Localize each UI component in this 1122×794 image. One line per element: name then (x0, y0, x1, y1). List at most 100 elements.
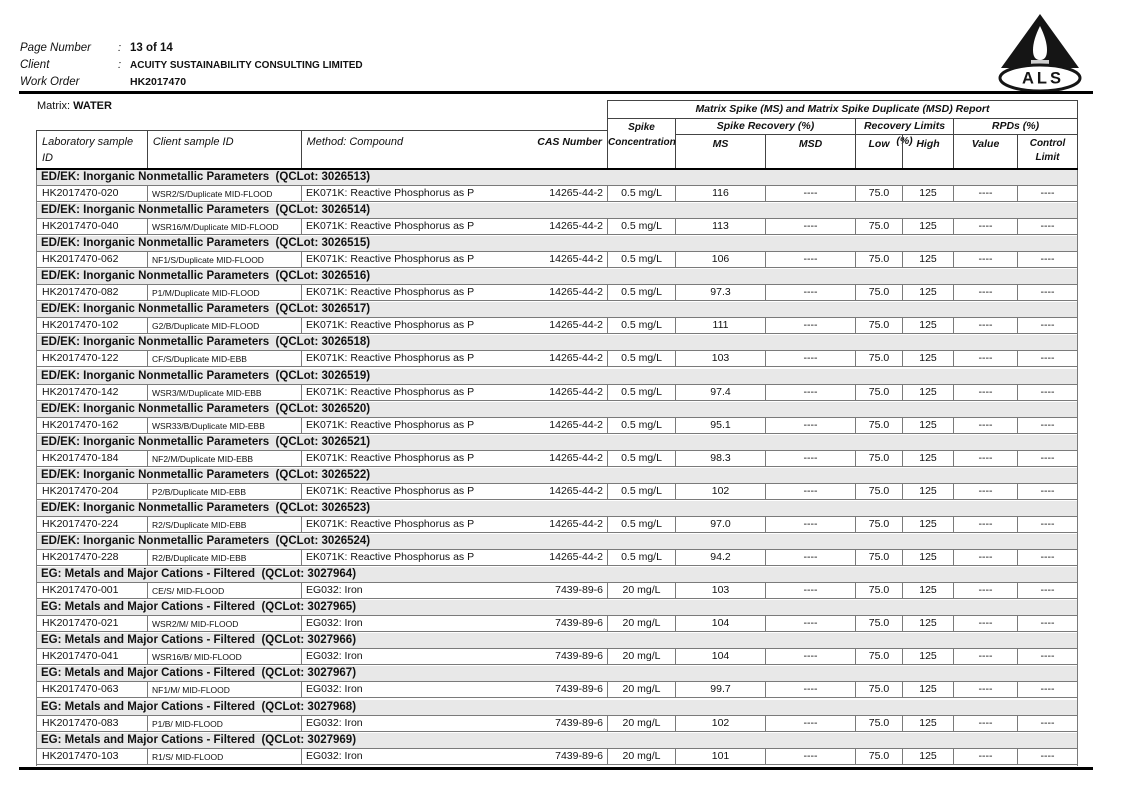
recovery-limit-high-cell: 125 (903, 318, 954, 334)
laboratory-sample-id-cell: HK2017470-228 (37, 550, 148, 566)
rpd-value-cell: ---- (954, 748, 1018, 764)
rpd-control-limit-cell: ---- (1040, 385, 1055, 398)
table-row: HK2017470-224 R2/S/Duplicate MID-EBB EK071… (37, 515, 1077, 533)
recovery-limit-high-cell: 125 (903, 483, 954, 499)
qc-group: ED/EK: Inorganic Nonmetallic Parameters … (37, 500, 1077, 534)
method-compound-header-text: Method: Compound (306, 136, 404, 148)
logo-flame-icon (1033, 26, 1047, 60)
rpd-value-cell: ---- (954, 450, 1018, 466)
recovery-limit-low-cell: 75.0 (856, 318, 903, 334)
ms-recovery-cell: 101 (676, 748, 766, 764)
recovery-limit-high-cell: 125 (903, 219, 954, 235)
cas-number-text: 7439-89-6 (555, 683, 603, 696)
msd-recovery-cell: ---- (766, 649, 856, 665)
work-order-row: Work Order HK2017470 (20, 76, 186, 88)
method-compound-text: EG032: Iron (306, 584, 363, 597)
spike-concentration-cell: 0.5 mg/L (608, 550, 676, 566)
qc-group-header: ED/EK: Inorganic Nonmetallic Parameters … (37, 401, 1077, 417)
ms-recovery-cell: 97.4 (676, 384, 766, 400)
recovery-limit-high-cell: 125 (903, 516, 954, 532)
cas-number-text: 14265-44-2 (549, 451, 603, 464)
laboratory-sample-id-cell: HK2017470-021 (37, 616, 148, 632)
ms-recovery-cell: 98.3 (676, 450, 766, 466)
table-row: HK2017470-040 WSR16/M/Duplicate MID-FLOOD… (37, 218, 1077, 236)
client-sample-id-cell: NF1/M/ MID-FLOOD (148, 682, 302, 698)
method-compound-text: EK071K: Reactive Phosphorus as P (306, 253, 475, 266)
method-compound-cell: EG032: Iron 7439-89-6 (302, 748, 608, 764)
rpd-value-cell: ---- (954, 682, 1018, 698)
cas-number-text: 7439-89-6 (555, 749, 603, 762)
qc-group: ED/EK: Inorganic Nonmetallic Parameters … (37, 467, 1077, 501)
laboratory-sample-id-cell: HK2017470-224 (37, 516, 148, 532)
method-compound-cell: EG032: Iron 7439-89-6 (302, 616, 608, 632)
table-header-left: Laboratory sample ID Client sample ID Me… (36, 130, 607, 168)
client-sample-id-cell: R2/B/Duplicate MID-EBB (148, 550, 302, 566)
ms-recovery-cell: 104 (676, 649, 766, 665)
method-compound-text: EK071K: Reactive Phosphorus as P (306, 418, 475, 431)
rpd-control-limit-cell: ---- (1040, 749, 1055, 762)
spike-line2: Concentration (608, 137, 676, 148)
qc-group-header: ED/EK: Inorganic Nonmetallic Parameters … (37, 302, 1077, 318)
rpd-control-limit-cell: ---- (1040, 716, 1055, 729)
laboratory-sample-id-cell: HK2017470-103 (37, 748, 148, 764)
column-header-ms: MS (676, 135, 766, 169)
qc-group-header: EG: Metals and Major Cations - Filtered … (37, 732, 1077, 748)
msd-recovery-cell: ---- (766, 186, 856, 201)
qc-group-header: EG: Metals and Major Cations - Filtered … (37, 600, 1077, 616)
qc-group-header: ED/EK: Inorganic Nonmetallic Parameters … (37, 368, 1077, 384)
recovery-limit-low-cell: 75.0 (856, 384, 903, 400)
method-compound-cell: EK071K: Reactive Phosphorus as P 14265-44… (302, 550, 608, 566)
spike-line1: Spike (628, 122, 655, 133)
qc-group-header: ED/EK: Inorganic Nonmetallic Parameters … (37, 170, 1077, 185)
method-compound-cell: EK071K: Reactive Phosphorus as P 14265-44… (302, 186, 608, 201)
msd-recovery-cell: ---- (766, 450, 856, 466)
spike-concentration-cell: 0.5 mg/L (608, 351, 676, 367)
rpd-control-limit-cell: ---- (1040, 650, 1055, 663)
matrix-label: Matrix: (37, 100, 70, 112)
client-sample-id-cell: WSR16/M/Duplicate MID-FLOOD (148, 219, 302, 235)
qc-group: ED/EK: Inorganic Nonmetallic Parameters … (37, 335, 1077, 368)
rpd-value-cell: ---- (954, 616, 1018, 632)
rpd-control-limit-cell: ---- (1040, 286, 1055, 299)
recovery-limit-high-cell: 125 (903, 417, 954, 433)
laboratory-sample-id-cell: HK2017470-041 (37, 649, 148, 665)
spike-concentration-cell: 20 mg/L (608, 715, 676, 731)
table-header-right: Matrix Spike (MS) and Matrix Spike Dupli… (607, 100, 1078, 169)
rpd-value-cell: ---- (954, 516, 1018, 532)
method-compound-text: EG032: Iron (306, 617, 363, 630)
ms-recovery-cell: 106 (676, 252, 766, 268)
ms-recovery-cell: 116 (676, 186, 766, 201)
column-header-high: High (903, 135, 954, 169)
ms-recovery-cell: 103 (676, 583, 766, 599)
msd-recovery-cell: ---- (766, 616, 856, 632)
method-compound-cell: EK071K: Reactive Phosphorus as P 14265-44… (302, 417, 608, 433)
rpd-value-cell: ---- (954, 318, 1018, 334)
rpd-value-cell: ---- (954, 649, 1018, 665)
laboratory-sample-id-cell: HK2017470-020 (37, 186, 148, 201)
method-compound-text: EK071K: Reactive Phosphorus as P (306, 551, 475, 564)
msd-recovery-cell: ---- (766, 384, 856, 400)
method-compound-text: EK071K: Reactive Phosphorus as P (306, 484, 475, 497)
recovery-limit-low-cell: 75.0 (856, 483, 903, 499)
spike-concentration-cell: 0.5 mg/L (608, 318, 676, 334)
cas-number-text: 14265-44-2 (549, 319, 603, 332)
qc-group: ED/EK: Inorganic Nonmetallic Parameters … (37, 434, 1077, 468)
rpd-control-limit-cell: ---- (1040, 253, 1055, 266)
msd-recovery-cell: ---- (766, 583, 856, 599)
cas-number-text: 14265-44-2 (549, 187, 603, 199)
rpd-value-cell: ---- (954, 550, 1018, 566)
qc-group-header: ED/EK: Inorganic Nonmetallic Parameters … (37, 434, 1077, 450)
rpd-value-cell: ---- (954, 186, 1018, 201)
rpd-value-cell: ---- (954, 285, 1018, 301)
table-row: HK2017470-041 WSR16/B/ MID-FLOOD EG032: Ir… (37, 648, 1077, 666)
client-sample-id-cell: P1/M/Duplicate MID-FLOOD (148, 285, 302, 301)
recovery-limit-low-cell: 75.0 (856, 616, 903, 632)
client-sample-id-cell: P1/B/ MID-FLOOD (148, 715, 302, 731)
laboratory-sample-id-cell: HK2017470-062 (37, 252, 148, 268)
qc-group: ED/EK: Inorganic Nonmetallic Parameters … (37, 302, 1077, 335)
method-compound-cell: EK071K: Reactive Phosphorus as P 14265-44… (302, 450, 608, 466)
client-label: Client (20, 59, 50, 71)
als-logo: ALS (998, 14, 1082, 93)
ms-recovery-cell: 102 (676, 715, 766, 731)
ms-recovery-cell: 95.1 (676, 417, 766, 433)
